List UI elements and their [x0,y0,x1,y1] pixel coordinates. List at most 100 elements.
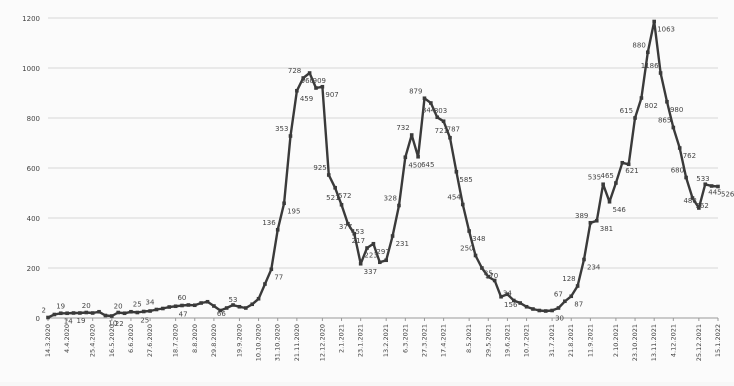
data-point [205,299,210,304]
data-point [199,301,203,305]
data-point [122,311,127,316]
data-label: 521 [326,194,339,202]
data-point [282,201,286,206]
data-point [148,309,152,313]
data-point [352,231,357,236]
data-point [135,310,140,315]
series-line [47,20,719,319]
y-tick-label: 800 [27,115,40,123]
x-tick-label: 2.1.2021 [338,324,346,353]
data-point [90,311,95,315]
data-label: 87 [574,300,583,308]
data-point [358,261,363,266]
data-point [52,312,57,317]
x-tick-label: 18.7.2020 [172,324,180,357]
data-label: 980 [670,106,683,114]
data-point [518,301,522,305]
y-tick-label: 1000 [22,65,40,73]
data-label: 22 [115,320,124,328]
data-point [575,284,580,288]
x-tick-label: 6.3.2021 [401,324,409,353]
data-point [103,313,108,318]
data-label: 1186 [641,62,659,70]
data-label: 156 [504,301,518,309]
data-point [78,311,82,315]
data-point [65,311,69,316]
data-point [588,220,593,225]
x-tick-label: 10.7.2021 [523,324,531,357]
x-tick-label: 23.1.2021 [357,324,365,357]
data-point [365,246,369,250]
data-point [384,258,388,263]
data-label: 25 [133,301,142,309]
x-tick-label: 14.3.2020 [44,324,52,357]
data-point [594,218,599,223]
data-point [320,84,325,89]
x-tick-label: 29.5.2021 [484,324,492,357]
data-point [626,162,631,167]
data-point [512,298,516,303]
x-tick-label: 16.5.2020 [108,324,116,357]
data-point [480,266,484,270]
data-point [314,86,318,90]
x-tick-label: 17.4.2021 [440,324,448,357]
data-label: 1063 [657,26,675,34]
data-point [460,202,465,207]
data-point [231,303,235,307]
data-point [454,169,459,174]
data-label: 60 [177,294,186,302]
data-point [167,305,172,309]
data-label: 85 [484,270,493,278]
data-label: 389 [575,212,588,220]
data-point [709,184,714,188]
data-label: 615 [620,107,633,115]
x-tick-label: 8.5.2021 [465,324,473,353]
data-label: 802 [644,102,657,110]
data-point [218,308,223,313]
data-label: 136 [262,219,276,227]
x-tick-label: 19.6.2021 [503,324,511,357]
data-label: 53 [229,296,238,304]
data-label: 732 [396,124,409,132]
data-label: 19 [56,302,65,310]
data-label: 526 [721,191,734,199]
data-point [84,310,89,315]
x-tick-label: 13.2.2021 [382,324,390,357]
data-point [582,257,586,262]
x-tick-label: 2.10.2021 [612,324,620,357]
data-point [403,155,408,160]
data-label: 960 [301,77,314,85]
data-label: 195 [287,207,300,215]
data-point [333,185,337,190]
series-line-path [47,20,719,319]
data-point [601,182,605,187]
grid-lines [48,17,718,319]
data-point [250,302,254,307]
data-point [569,294,574,299]
data-point [397,203,401,208]
data-label: 546 [613,206,627,214]
x-tick-label: 13.11.2021 [650,324,658,361]
data-point [486,274,491,279]
data-point [301,76,306,80]
data-point [677,146,682,150]
y-tick-label: 200 [27,265,40,273]
data-label: 533 [696,175,709,183]
y-tick-label: 0 [36,315,40,323]
data-point [244,306,248,310]
data-point [607,199,612,204]
data-point [307,71,312,75]
x-tick-label: 31.10.2020 [274,324,282,361]
data-point [161,306,165,311]
x-tick-label: 15.1.2022 [714,324,722,357]
x-tick-label: 23.10.2021 [631,324,639,361]
data-label: 128 [562,275,575,283]
x-tick-label: 4.12.2021 [669,324,677,357]
data-label: 585 [459,176,472,184]
data-point [141,309,146,314]
x-tick-label: 10.10.2020 [255,324,263,361]
data-point [116,310,120,315]
x-tick-label: 19.9.2020 [235,324,243,357]
data-point [703,182,708,187]
